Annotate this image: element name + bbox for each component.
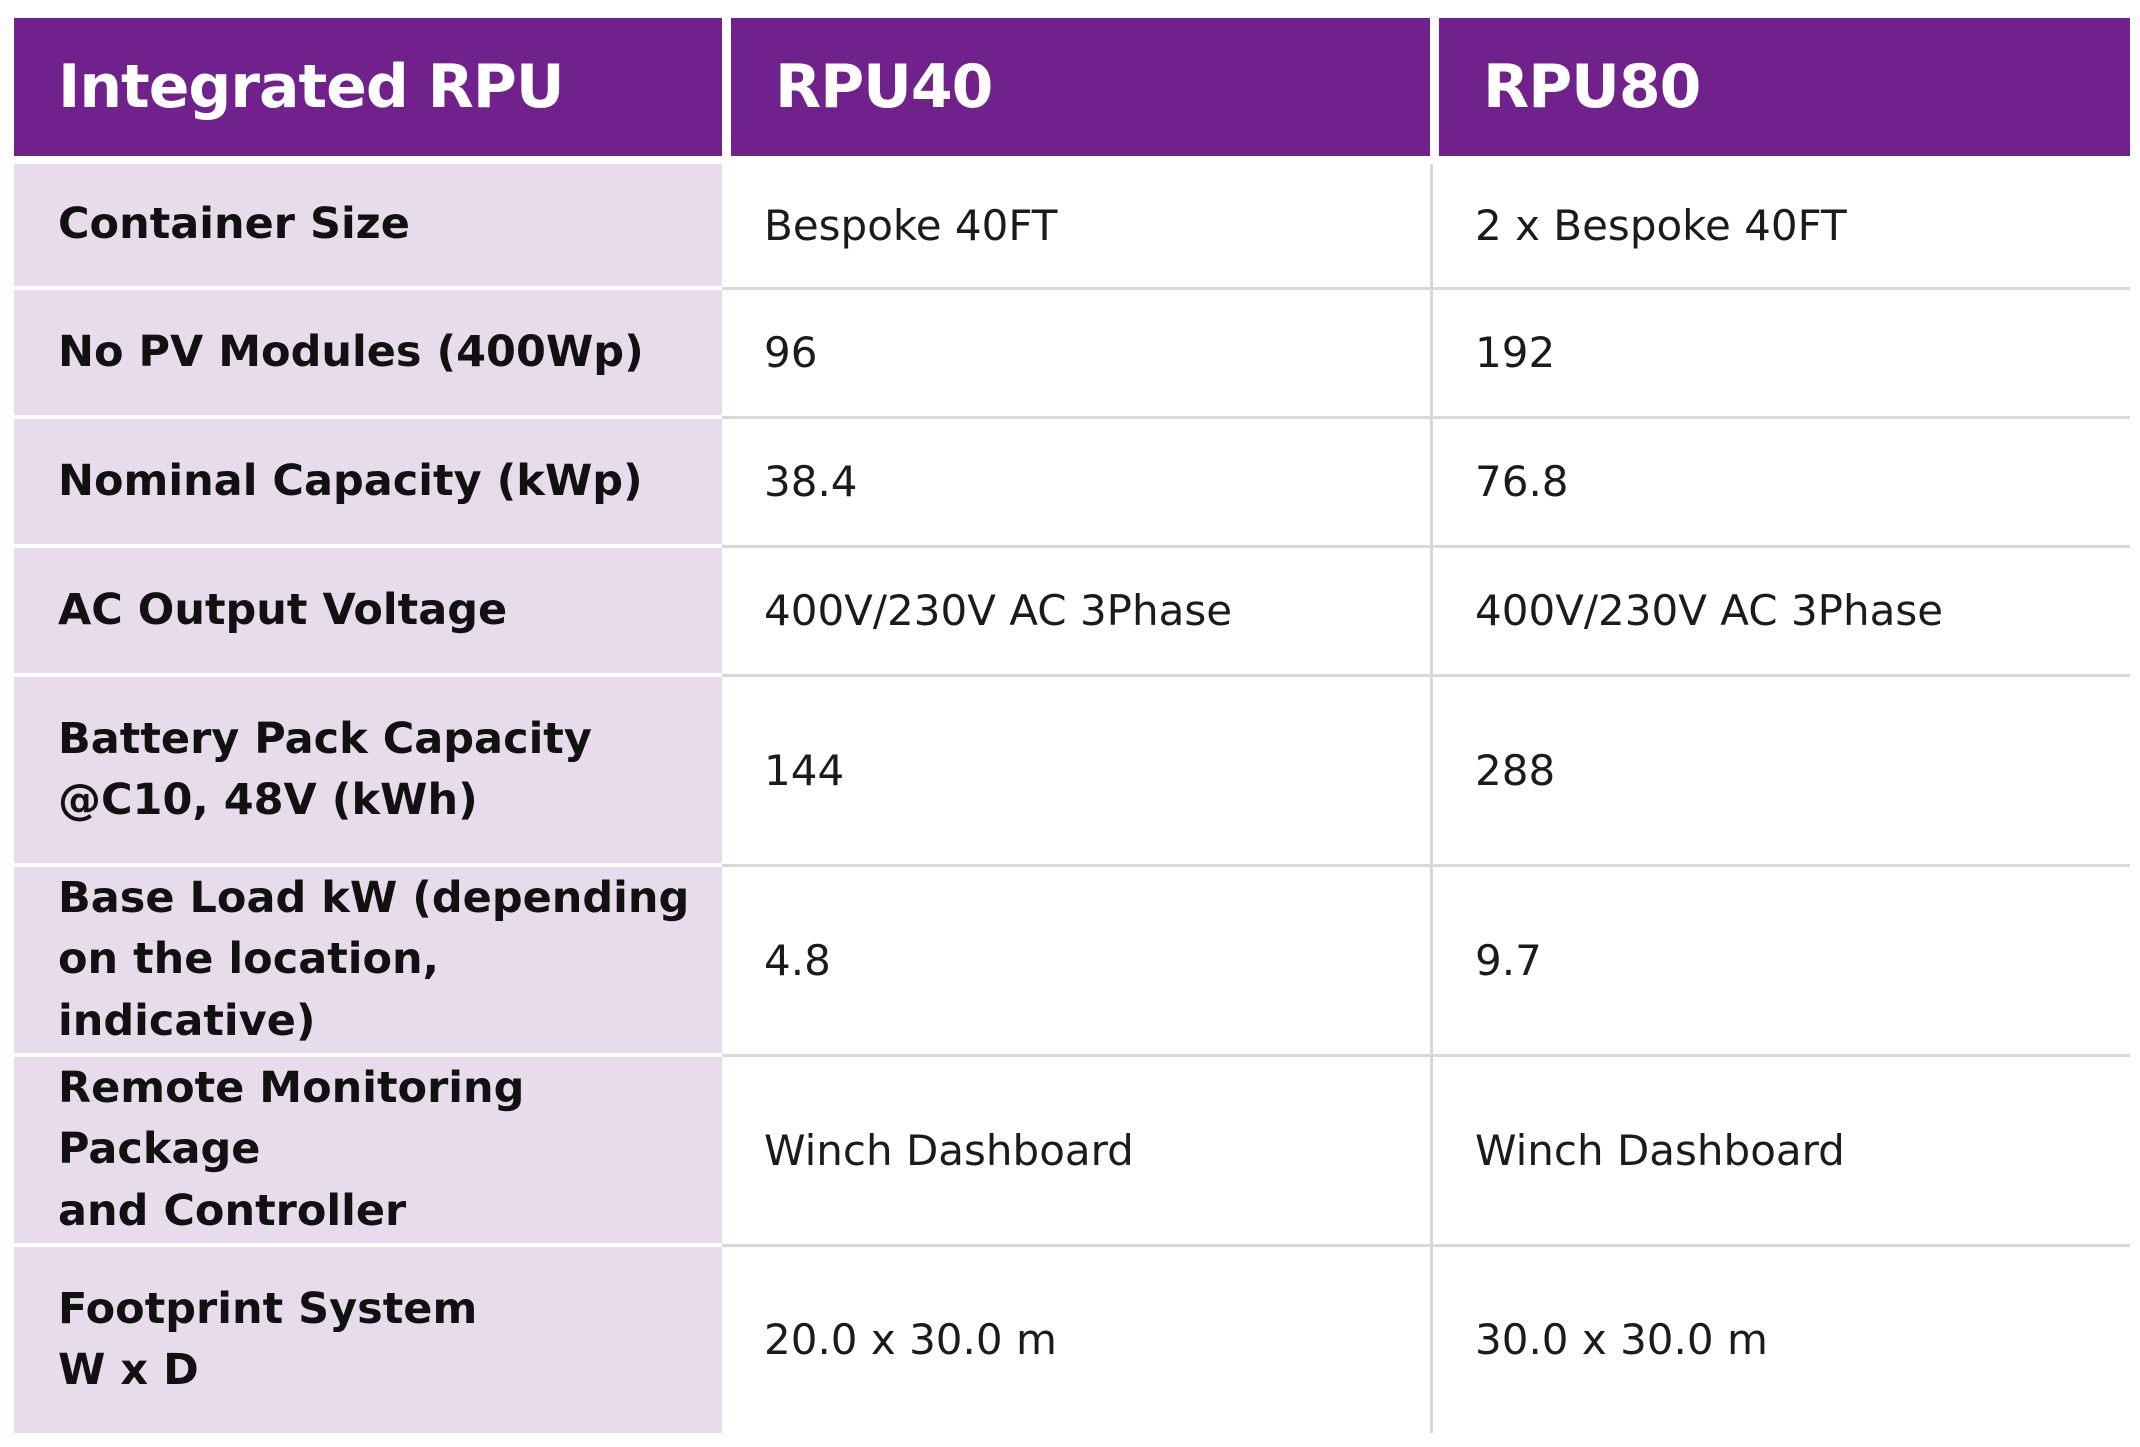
row-label: AC Output Voltage bbox=[14, 548, 722, 677]
rpu40-value: 96 bbox=[722, 290, 1430, 419]
rpu40-value: 144 bbox=[722, 677, 1430, 867]
rpu40-value: Bespoke 40FT bbox=[722, 164, 1430, 290]
row-label-line: Base Load kW (depending bbox=[58, 873, 690, 924]
rpu80-value: 76.8 bbox=[1430, 419, 2130, 548]
rpu40-value: 20.0 x 30.0 m bbox=[722, 1247, 1430, 1433]
spec-comparison-table: Integrated RPU RPU40 RPU80 Container Siz… bbox=[14, 18, 2130, 1433]
rpu80-value: 288 bbox=[1430, 677, 2130, 867]
row-label-line: No PV Modules (400Wp) bbox=[58, 326, 644, 377]
row-label-line: AC Output Voltage bbox=[58, 584, 508, 635]
rpu80-value: 192 bbox=[1430, 290, 2130, 419]
row-label-line: on the location, indicative) bbox=[58, 934, 439, 1046]
table-row-footprint: Footprint System W x D 20.0 x 30.0 m 30.… bbox=[14, 1247, 2130, 1433]
row-label-line: Footprint System bbox=[58, 1283, 478, 1334]
rpu40-value: 400V/230V AC 3Phase bbox=[722, 548, 1430, 677]
rpu40-value: 38.4 bbox=[722, 419, 1430, 548]
row-label: Base Load kW (depending on the location,… bbox=[14, 867, 722, 1057]
rpu40-value: 4.8 bbox=[722, 867, 1430, 1057]
row-label: Container Size bbox=[14, 164, 722, 290]
row-label-line: and Controller bbox=[58, 1185, 407, 1236]
header-rpu80: RPU80 bbox=[1430, 18, 2130, 164]
header-rpu40: RPU40 bbox=[722, 18, 1430, 164]
table-row-ac-output-voltage: AC Output Voltage 400V/230V AC 3Phase 40… bbox=[14, 548, 2130, 677]
row-label: Footprint System W x D bbox=[14, 1247, 722, 1433]
row-label-line: W x D bbox=[58, 1345, 199, 1395]
header-row: Integrated RPU RPU40 RPU80 bbox=[14, 18, 2130, 164]
row-label-line: Nominal Capacity (kWp) bbox=[58, 455, 643, 506]
row-label-line: Container Size bbox=[58, 199, 410, 250]
table-row-pv-modules: No PV Modules (400Wp) 96 192 bbox=[14, 290, 2130, 419]
row-label: Nominal Capacity (kWp) bbox=[14, 419, 722, 548]
rpu80-value: 2 x Bespoke 40FT bbox=[1430, 164, 2130, 290]
header-integrated-rpu: Integrated RPU bbox=[14, 18, 722, 164]
rpu80-value: 400V/230V AC 3Phase bbox=[1430, 548, 2130, 677]
rpu80-value: 9.7 bbox=[1430, 867, 2130, 1057]
table-row-base-load: Base Load kW (depending on the location,… bbox=[14, 867, 2130, 1057]
rpu80-value: 30.0 x 30.0 m bbox=[1430, 1247, 2130, 1433]
row-label-line: @C10, 48V (kWh) bbox=[58, 775, 478, 825]
row-label: Remote Monitoring Package and Controller bbox=[14, 1057, 722, 1247]
rpu40-value: Winch Dashboard bbox=[722, 1057, 1430, 1247]
rpu80-value: Winch Dashboard bbox=[1430, 1057, 2130, 1247]
row-label-line: Remote Monitoring Package bbox=[58, 1063, 525, 1175]
table-row-battery-capacity: Battery Pack Capacity @C10, 48V (kWh) 14… bbox=[14, 677, 2130, 867]
table-row-nominal-capacity: Nominal Capacity (kWp) 38.4 76.8 bbox=[14, 419, 2130, 548]
table-row-container-size: Container Size Bespoke 40FT 2 x Bespoke … bbox=[14, 164, 2130, 290]
table-row-remote-monitoring: Remote Monitoring Package and Controller… bbox=[14, 1057, 2130, 1247]
row-label: No PV Modules (400Wp) bbox=[14, 290, 722, 419]
row-label-line: Battery Pack Capacity bbox=[58, 713, 592, 764]
row-label: Battery Pack Capacity @C10, 48V (kWh) bbox=[14, 677, 722, 867]
